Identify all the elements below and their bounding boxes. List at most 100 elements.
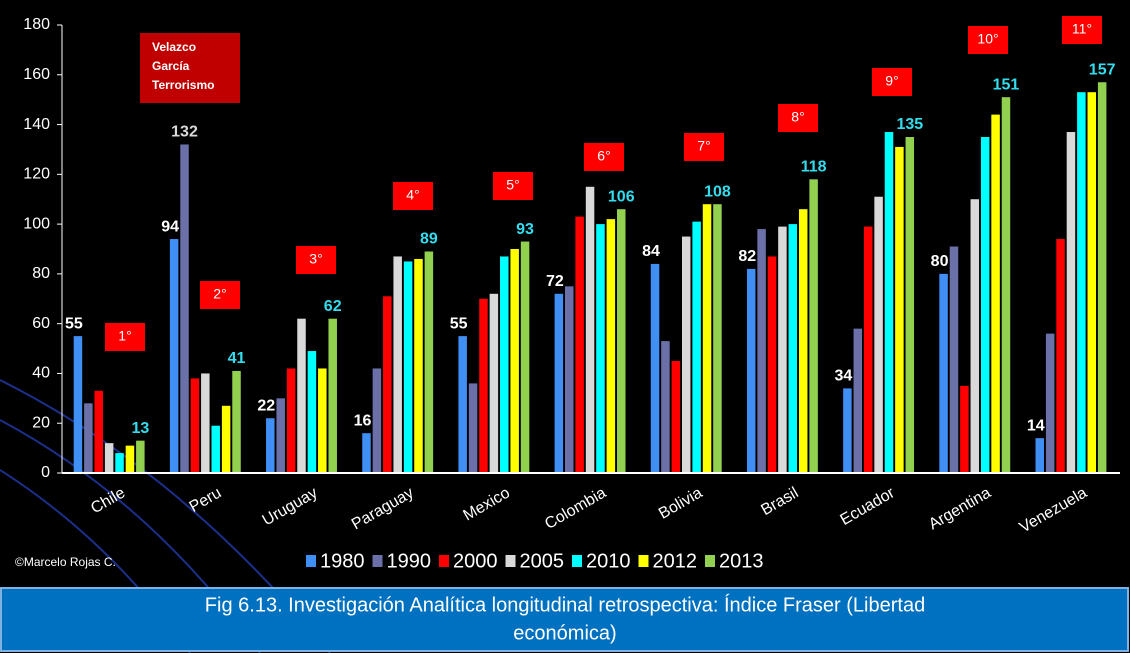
y-tick-label: 0 xyxy=(41,464,50,481)
rank-box xyxy=(684,133,724,161)
bar xyxy=(1077,92,1086,473)
bar xyxy=(510,249,519,473)
legend-label: 2010 xyxy=(586,550,631,572)
rank-label: 10° xyxy=(977,31,998,47)
bar xyxy=(692,221,701,473)
bar xyxy=(297,318,306,473)
bar xyxy=(702,204,712,473)
rank-box xyxy=(493,172,533,200)
y-tick-label: 120 xyxy=(23,166,50,183)
rank-box xyxy=(584,143,624,171)
data-label: 62 xyxy=(324,298,342,315)
data-label: 55 xyxy=(65,315,83,332)
rank-box xyxy=(872,68,912,96)
bar xyxy=(853,328,863,473)
y-tick-label: 60 xyxy=(32,315,50,332)
data-label: 118 xyxy=(801,159,827,176)
bar xyxy=(554,293,564,473)
rank-box xyxy=(778,104,818,132)
data-label: 151 xyxy=(993,76,1020,93)
caption: económica) xyxy=(513,622,616,644)
legend-label: 2012 xyxy=(653,550,698,572)
bar xyxy=(1035,438,1045,473)
bar xyxy=(307,351,317,473)
bar xyxy=(575,216,584,473)
note-text: García xyxy=(152,59,190,73)
bar xyxy=(661,341,670,473)
data-label: 106 xyxy=(608,188,635,205)
bar xyxy=(414,258,423,473)
rank-label: 1° xyxy=(118,328,131,344)
bar xyxy=(190,378,200,473)
bar xyxy=(767,256,777,473)
bar xyxy=(757,229,766,473)
legend-swatch xyxy=(705,555,715,567)
bar xyxy=(424,251,434,473)
data-label: 22 xyxy=(257,397,275,414)
bar xyxy=(863,226,873,473)
bar xyxy=(809,179,818,474)
bar xyxy=(468,383,478,473)
bar xyxy=(372,368,382,473)
caption: Fig 6.13. Investigación Analítica longit… xyxy=(205,593,925,616)
legend-swatch xyxy=(306,555,316,567)
bar xyxy=(318,368,327,473)
bar xyxy=(991,114,1000,473)
rank-label: 5° xyxy=(506,177,519,193)
bar xyxy=(500,256,509,473)
bar xyxy=(94,390,103,473)
bar xyxy=(73,336,83,473)
caption-bar xyxy=(0,587,1129,652)
data-label: 41 xyxy=(228,350,246,367)
legend-label: 2000 xyxy=(453,550,498,572)
bar xyxy=(895,146,904,473)
bar xyxy=(949,246,959,473)
data-label: 55 xyxy=(450,315,468,332)
bar xyxy=(565,286,574,473)
note-text: Velazco xyxy=(152,40,196,54)
data-label: 94 xyxy=(161,218,179,235)
bar xyxy=(939,273,948,473)
legend-swatch xyxy=(372,555,383,567)
bar xyxy=(221,405,231,473)
data-label: 14 xyxy=(1027,417,1045,434)
bar xyxy=(843,388,852,473)
bar xyxy=(1066,132,1076,473)
data-label: 93 xyxy=(516,221,534,238)
rank-label: 6° xyxy=(597,148,610,164)
data-label: 82 xyxy=(738,248,756,265)
y-tick-label: 100 xyxy=(23,215,50,232)
data-label: 13 xyxy=(131,420,149,437)
rank-box xyxy=(968,26,1008,54)
data-label: 157 xyxy=(1089,61,1116,78)
rank-box xyxy=(105,323,145,351)
rank-label: 8° xyxy=(791,109,804,125)
bar xyxy=(960,385,969,473)
rank-box xyxy=(1062,16,1102,44)
bar xyxy=(362,433,371,473)
rank-label: 2° xyxy=(213,286,226,302)
bar xyxy=(211,425,220,473)
bar xyxy=(84,403,93,473)
bar xyxy=(905,137,915,473)
rank-label: 11° xyxy=(1072,21,1092,37)
note-box xyxy=(140,33,240,103)
credit: ©Marcelo Rojas C. xyxy=(15,555,116,569)
bar xyxy=(617,209,626,473)
legend-swatch xyxy=(572,555,582,567)
bar xyxy=(328,318,337,473)
data-label: 72 xyxy=(546,273,564,290)
legend-swatch xyxy=(638,555,649,567)
bar xyxy=(585,186,595,473)
data-label: 84 xyxy=(642,243,660,260)
y-tick-label: 180 xyxy=(23,16,50,33)
bar xyxy=(115,453,124,473)
rank-label: 7° xyxy=(697,138,710,154)
bar xyxy=(1097,82,1107,473)
bar xyxy=(125,445,135,473)
y-tick-label: 80 xyxy=(32,265,50,282)
bar xyxy=(788,224,798,473)
data-label: 108 xyxy=(704,183,731,200)
legend-label: 1980 xyxy=(320,550,365,572)
